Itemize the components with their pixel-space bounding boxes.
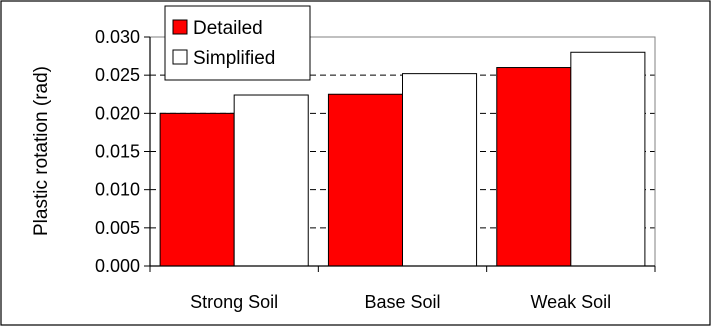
- bars: [159, 51, 646, 267]
- legend-box: [164, 5, 311, 81]
- x-tick-label: Base Soil: [364, 292, 440, 312]
- bar-detailed-weak-soil: [496, 67, 572, 267]
- legend-swatch-simplified: [172, 49, 188, 65]
- x-tick-label: Weak Soil: [530, 292, 611, 312]
- y-tick-label: 0.005: [95, 218, 140, 238]
- bar-simplified-base-soil: [402, 73, 478, 267]
- bar-detailed-strong-soil: [159, 112, 235, 267]
- y-tick-label: 0.015: [95, 142, 140, 162]
- y-tick-label: 0.030: [95, 27, 140, 47]
- y-tick-label: 0.020: [95, 103, 140, 123]
- bar-simplified-weak-soil: [570, 51, 646, 267]
- legend-label-detailed: Detailed: [193, 18, 263, 39]
- legend-swatch-detailed: [172, 19, 188, 35]
- x-tick-label: Strong Soil: [190, 292, 278, 312]
- y-axis-title: Plastic rotation (rad): [31, 66, 52, 236]
- y-tick-label: 0.025: [95, 65, 140, 85]
- bar-detailed-base-soil: [327, 93, 403, 267]
- x-tick-labels: Strong Soil Base Soil Weak Soil: [190, 292, 611, 312]
- legend-label-simplified: Simplified: [193, 48, 275, 69]
- y-tick-labels: 0.000 0.005 0.010 0.015 0.020 0.025 0.030: [95, 27, 140, 276]
- legend: Detailed Simplified: [164, 5, 311, 81]
- bar-simplified-strong-soil: [233, 94, 309, 267]
- y-tick-label: 0.000: [95, 256, 140, 276]
- axes: [144, 36, 656, 272]
- y-tick-label: 0.010: [95, 180, 140, 200]
